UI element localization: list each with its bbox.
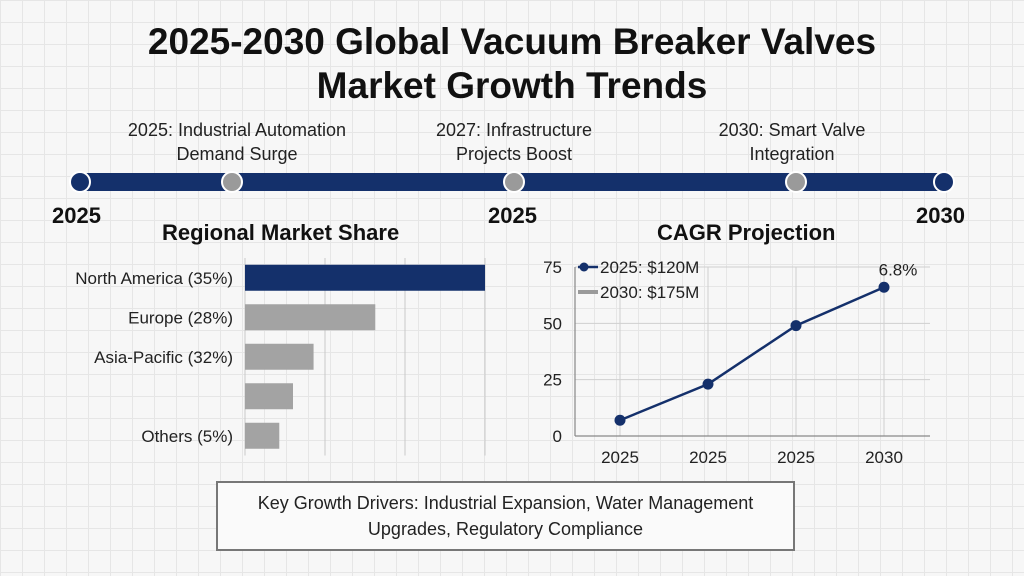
milestone-2027-line2: Projects Boost bbox=[455, 144, 573, 164]
x-tick-label: 2025 bbox=[689, 448, 727, 467]
series-point-3 bbox=[878, 281, 890, 293]
series-point-1 bbox=[702, 378, 714, 390]
regional-share-title: Regional Market Share bbox=[162, 220, 400, 245]
timeline-marker-2027 bbox=[503, 171, 525, 193]
bar-label-2: Asia-Pacific (32%) bbox=[94, 348, 233, 367]
bar-1 bbox=[245, 304, 376, 331]
key-growth-drivers-box: Key Growth Drivers: Industrial Expansion… bbox=[216, 481, 795, 551]
bar-4 bbox=[245, 422, 280, 449]
x-tick-label: 2025 bbox=[777, 448, 815, 467]
milestone-2025-line1: 2025: Industrial Automation bbox=[127, 120, 347, 140]
bar-3 bbox=[245, 383, 293, 410]
series-line-0 bbox=[619, 286, 885, 422]
cagr-title: CAGR Projection bbox=[657, 220, 836, 245]
timeline-year-middle: 2025 bbox=[488, 203, 537, 228]
x-tick-label: 2025 bbox=[601, 448, 639, 467]
x-tick-label: 2030 bbox=[865, 448, 903, 467]
milestone-2030-line1: 2030: Smart Valve bbox=[718, 120, 866, 140]
key-growth-drivers-text: Key Growth Drivers: Industrial Expansion… bbox=[257, 493, 754, 539]
milestone-2025-line2: Demand Surge bbox=[176, 144, 298, 164]
timeline-endpoint-end bbox=[933, 171, 955, 193]
timeline-marker-2025 bbox=[221, 171, 243, 193]
milestone-2030: 2030: Smart Valve Integration bbox=[652, 118, 932, 166]
bar-label-0: North America (35%) bbox=[75, 269, 233, 288]
bar-label-1: Europe (28%) bbox=[128, 308, 233, 327]
bar-label-4: Others (5%) bbox=[141, 427, 233, 446]
legend-label-0: 2025: $120M bbox=[600, 258, 699, 277]
title-line-1: 2025-2030 Global Vacuum Breaker Valves bbox=[147, 21, 877, 62]
bar-0 bbox=[245, 264, 485, 291]
series-point-2 bbox=[790, 320, 802, 332]
y-tick-label: 0 bbox=[553, 427, 562, 446]
timeline-bar bbox=[69, 171, 955, 193]
milestone-2030-line2: Integration bbox=[749, 144, 835, 164]
regional-share-chart: North America (35%) Europe (28%) Asia-Paci… bbox=[75, 258, 486, 456]
y-tick-label: 50 bbox=[543, 314, 562, 333]
timeline-year-start: 2025 bbox=[52, 203, 101, 228]
milestone-2025: 2025: Industrial Automation Demand Surge bbox=[97, 118, 377, 166]
series-point-0 bbox=[614, 414, 626, 426]
timeline-year-end: 2030 bbox=[916, 203, 965, 228]
legend-swatch-dot-0 bbox=[579, 262, 589, 272]
cagr-annotation: 6.8% bbox=[879, 260, 918, 279]
cagr-chart: 0 25 50 75 2025 2025 2025 2030 6.8% 2025: $120M 20… bbox=[543, 258, 930, 467]
timeline-endpoint-start bbox=[69, 171, 91, 193]
page-title: 2025-2030 Global Vacuum Breaker Valves M… bbox=[0, 20, 1024, 108]
bar-2 bbox=[245, 343, 314, 370]
title-line-2: Market Growth Trends bbox=[316, 65, 708, 106]
milestone-2027: 2027: Infrastructure Projects Boost bbox=[374, 118, 654, 166]
milestone-2027-line1: 2027: Infrastructure bbox=[435, 120, 593, 140]
y-tick-label: 75 bbox=[543, 258, 562, 277]
y-tick-label: 25 bbox=[543, 371, 562, 390]
timeline-marker-2030 bbox=[785, 171, 807, 193]
legend-label-1: 2030: $175M bbox=[600, 283, 699, 302]
